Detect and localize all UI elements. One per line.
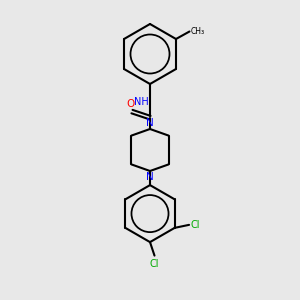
Text: CH₃: CH₃ bbox=[191, 27, 205, 36]
Text: N: N bbox=[146, 118, 154, 128]
Text: NH: NH bbox=[134, 97, 148, 107]
Text: Cl: Cl bbox=[150, 259, 159, 269]
Text: Cl: Cl bbox=[190, 220, 200, 230]
Text: N: N bbox=[146, 172, 154, 182]
Text: O: O bbox=[126, 99, 134, 109]
